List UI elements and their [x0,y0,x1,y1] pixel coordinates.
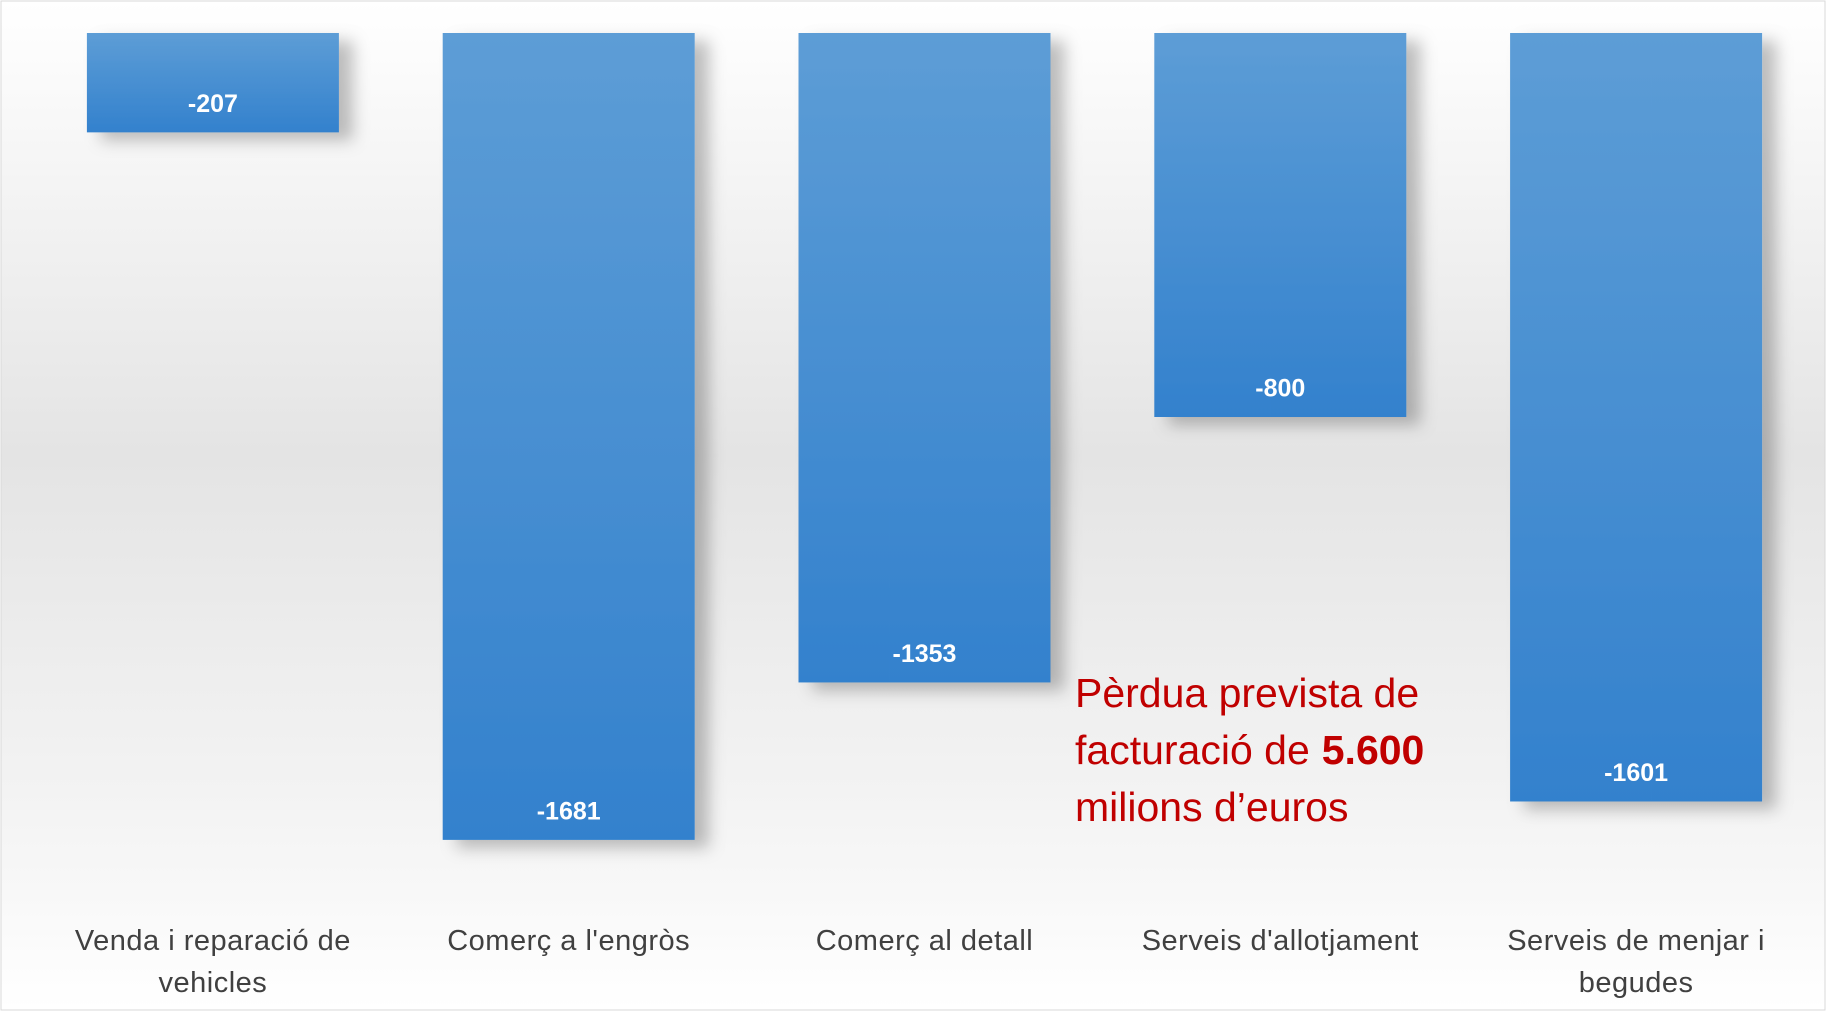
data-label: -1353 [893,640,957,668]
data-label: -1681 [537,797,601,825]
annotation-line: milions d’euros [1075,784,1348,830]
data-label: -207 [188,90,238,118]
x-tick-label: Serveis de menjar i begudes [1507,925,1765,999]
annotation: Pèrdua prevista de facturació de 5.600 mili… [1075,670,1424,830]
data-label: -1601 [1604,759,1668,787]
bar [1510,33,1763,802]
annotation-line: facturació de [1075,727,1310,773]
bar [86,33,339,133]
bar [442,33,695,840]
x-tick-label: Comerç al detall [815,925,1034,957]
x-tick-label: Venda i reparació de vehicles [74,925,351,999]
x-tick-label: Comerç a l'engròs [447,925,691,957]
bar [798,33,1051,683]
data-label: -800 [1255,375,1305,403]
annotation-line: Pèrdua prevista de [1075,670,1419,716]
x-tick-label: Serveis d'allotjament [1141,925,1419,957]
bar [1154,33,1407,417]
annotation-highlight: 5.600 [1322,727,1425,773]
